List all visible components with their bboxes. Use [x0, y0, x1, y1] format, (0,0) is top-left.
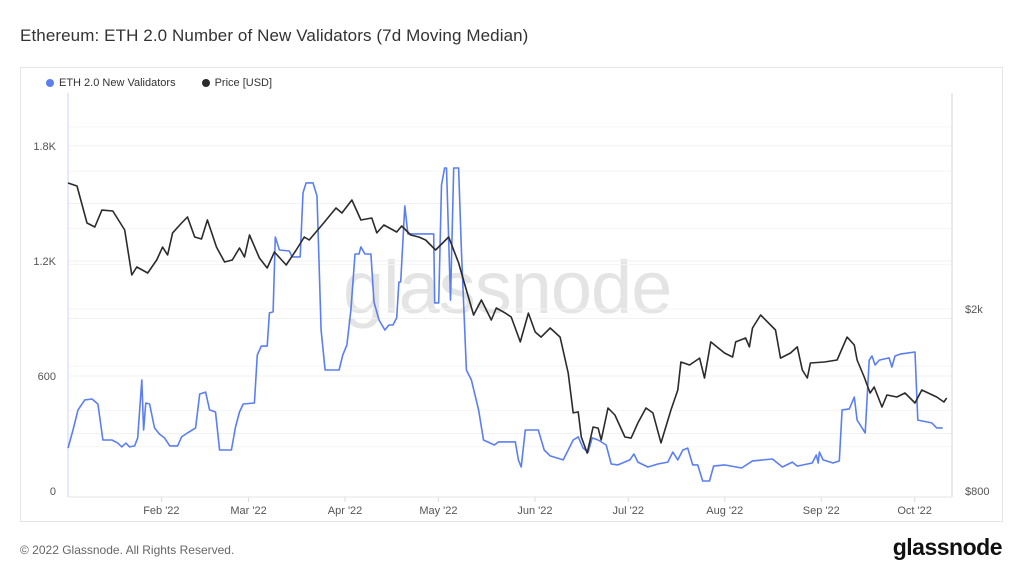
- legend-label-price: Price [USD]: [214, 77, 273, 89]
- glassnode-logo[interactable]: glassnode: [892, 534, 1003, 560]
- legend: ETH 2.0 New Validators Price [USD]: [46, 77, 272, 89]
- x-tick-label: Mar '22: [230, 505, 266, 517]
- chart-frame: [20, 67, 1003, 522]
- price-line: [67, 182, 948, 454]
- right-tick-label: $2k: [965, 304, 983, 316]
- right-tick-label: $800: [965, 486, 989, 498]
- x-tick-label: Aug '22: [706, 505, 743, 517]
- chart-title: Ethereum: ETH 2.0 Number of New Validato…: [20, 26, 529, 45]
- x-tick-label: Jul '22: [613, 505, 644, 517]
- legend-item-price[interactable]: Price [USD]: [201, 77, 273, 89]
- x-tick-label: May '22: [419, 505, 457, 517]
- legend-item-validators[interactable]: ETH 2.0 New Validators: [46, 77, 176, 89]
- x-tick-label: Sep '22: [803, 505, 840, 517]
- legend-label-validators: ETH 2.0 New Validators: [59, 77, 176, 89]
- x-tick-label: Oct '22: [897, 505, 932, 517]
- x-tick-label: Feb '22: [143, 505, 179, 517]
- left-tick-label: 600: [38, 371, 56, 383]
- left-tick-label: 1.2K: [33, 256, 56, 268]
- copyright: © 2022 Glassnode. All Rights Reserved.: [20, 543, 235, 557]
- left-tick-label: 0: [50, 486, 56, 498]
- x-tick-label: Apr '22: [328, 505, 363, 517]
- left-tick-label: 1.8K: [33, 141, 56, 153]
- x-tick-label: Jun '22: [517, 505, 552, 517]
- legend-dot-validators: [46, 79, 54, 87]
- validators-line: [67, 167, 943, 482]
- legend-dot-price: [201, 79, 210, 87]
